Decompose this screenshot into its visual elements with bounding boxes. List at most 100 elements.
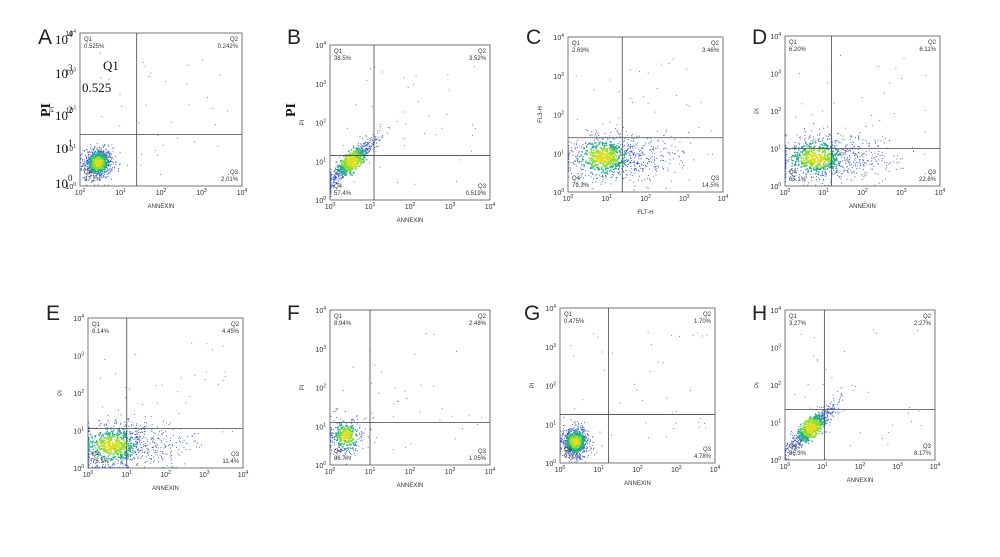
scatter-point — [372, 134, 374, 136]
scatter-point — [332, 441, 334, 443]
scatter-point — [351, 174, 354, 176]
scatter-point — [89, 170, 91, 172]
scatter-point — [848, 163, 851, 165]
scatter-point — [86, 157, 88, 159]
scatter-point — [785, 146, 787, 148]
scatter-point — [839, 170, 841, 172]
scatter-point — [599, 158, 602, 161]
scatter-point — [633, 151, 636, 153]
scatter-point — [178, 437, 180, 439]
scatter-point — [861, 178, 863, 180]
scatter-point — [870, 168, 872, 170]
scatter-point — [352, 159, 355, 162]
scatter-point — [890, 162, 892, 164]
scatter-point — [141, 431, 143, 433]
scatter-point — [581, 160, 583, 163]
scatter-point — [153, 438, 155, 441]
scatter-point — [652, 148, 654, 151]
scatter-point — [801, 150, 804, 153]
scatter-point — [785, 174, 787, 176]
scatter-point — [855, 172, 857, 174]
scatter-point — [102, 155, 104, 157]
scatter-point — [152, 449, 154, 451]
scatter-point — [330, 449, 332, 451]
scatter-point — [82, 165, 84, 167]
quadrant-name-q2: Q2 — [928, 40, 937, 46]
scatter-point — [99, 159, 101, 162]
scatter-point — [114, 443, 117, 446]
scatter-point — [589, 172, 591, 174]
scatter-point — [831, 172, 833, 174]
scatter-point — [139, 425, 142, 427]
scatter-point — [132, 449, 134, 452]
scatter-point — [334, 171, 336, 173]
scatter-point — [132, 432, 134, 434]
scatter-point — [601, 144, 604, 146]
y-tick-label: 103 — [65, 67, 76, 76]
scatter-point — [627, 163, 629, 166]
scatter-point — [693, 159, 695, 161]
scatter-point — [340, 439, 343, 442]
scatter-point — [829, 182, 831, 184]
scatter-point — [879, 120, 881, 121]
scatter-point — [591, 188, 593, 190]
quadrant-name-q1: Q1 — [572, 41, 581, 47]
scatter-point — [337, 180, 339, 182]
scatter-point — [197, 433, 199, 435]
scatter-point — [333, 419, 335, 421]
scatter-point — [623, 156, 626, 158]
scatter-point — [338, 178, 340, 180]
scatter-point — [92, 153, 95, 156]
scatter-point — [162, 466, 164, 468]
scatter-point — [856, 146, 859, 148]
scatter-point — [108, 451, 110, 454]
scatter-point — [863, 165, 865, 167]
scatter-point — [115, 164, 117, 166]
quadrant-value-q4: 65.1% — [789, 177, 807, 183]
quadrant-name-q2: Q2 — [478, 314, 487, 320]
scatter-point — [333, 438, 336, 441]
scatter-point — [370, 429, 372, 431]
scatter-point — [804, 129, 806, 131]
scatter-point — [404, 144, 405, 146]
scatter-point — [345, 447, 347, 450]
scatter-point — [338, 444, 341, 447]
scatter-point — [665, 160, 666, 162]
scatter-point — [157, 434, 159, 436]
scatter-point — [107, 163, 109, 165]
scatter-point — [333, 442, 335, 444]
scatter-point — [837, 148, 839, 150]
x-tick-label: 101 — [115, 188, 126, 197]
scatter-point — [604, 132, 606, 135]
scatter-point — [634, 165, 636, 167]
scatter-point — [843, 170, 845, 172]
scatter-point — [87, 152, 90, 154]
scatter-point — [648, 178, 651, 180]
scatter-point — [601, 141, 603, 144]
scatter-point — [100, 155, 103, 157]
scatter-point — [600, 175, 602, 178]
scatter-point — [679, 141, 681, 143]
scatter-point — [392, 449, 394, 450]
scatter-point — [355, 440, 358, 443]
scatter-point — [330, 174, 332, 176]
scatter-point — [330, 429, 332, 431]
scatter-point — [123, 431, 125, 434]
scatter-point — [848, 171, 850, 173]
scatter-point — [406, 398, 408, 400]
scatter-point — [624, 176, 626, 179]
scatter-point — [630, 69, 632, 71]
scatter-point — [805, 141, 807, 144]
scatter-point — [347, 440, 349, 443]
scatter-point — [854, 154, 856, 156]
scatter-point — [852, 151, 854, 153]
scatter-point — [607, 138, 609, 140]
scatter-point — [667, 151, 669, 153]
scatter-point — [785, 177, 787, 179]
scatter-point — [837, 174, 839, 176]
x-tick-label: 101 — [365, 202, 376, 211]
scatter-point — [342, 160, 344, 163]
scatter-point — [405, 123, 407, 125]
scatter-point — [81, 160, 84, 162]
scatter-point — [168, 424, 170, 426]
